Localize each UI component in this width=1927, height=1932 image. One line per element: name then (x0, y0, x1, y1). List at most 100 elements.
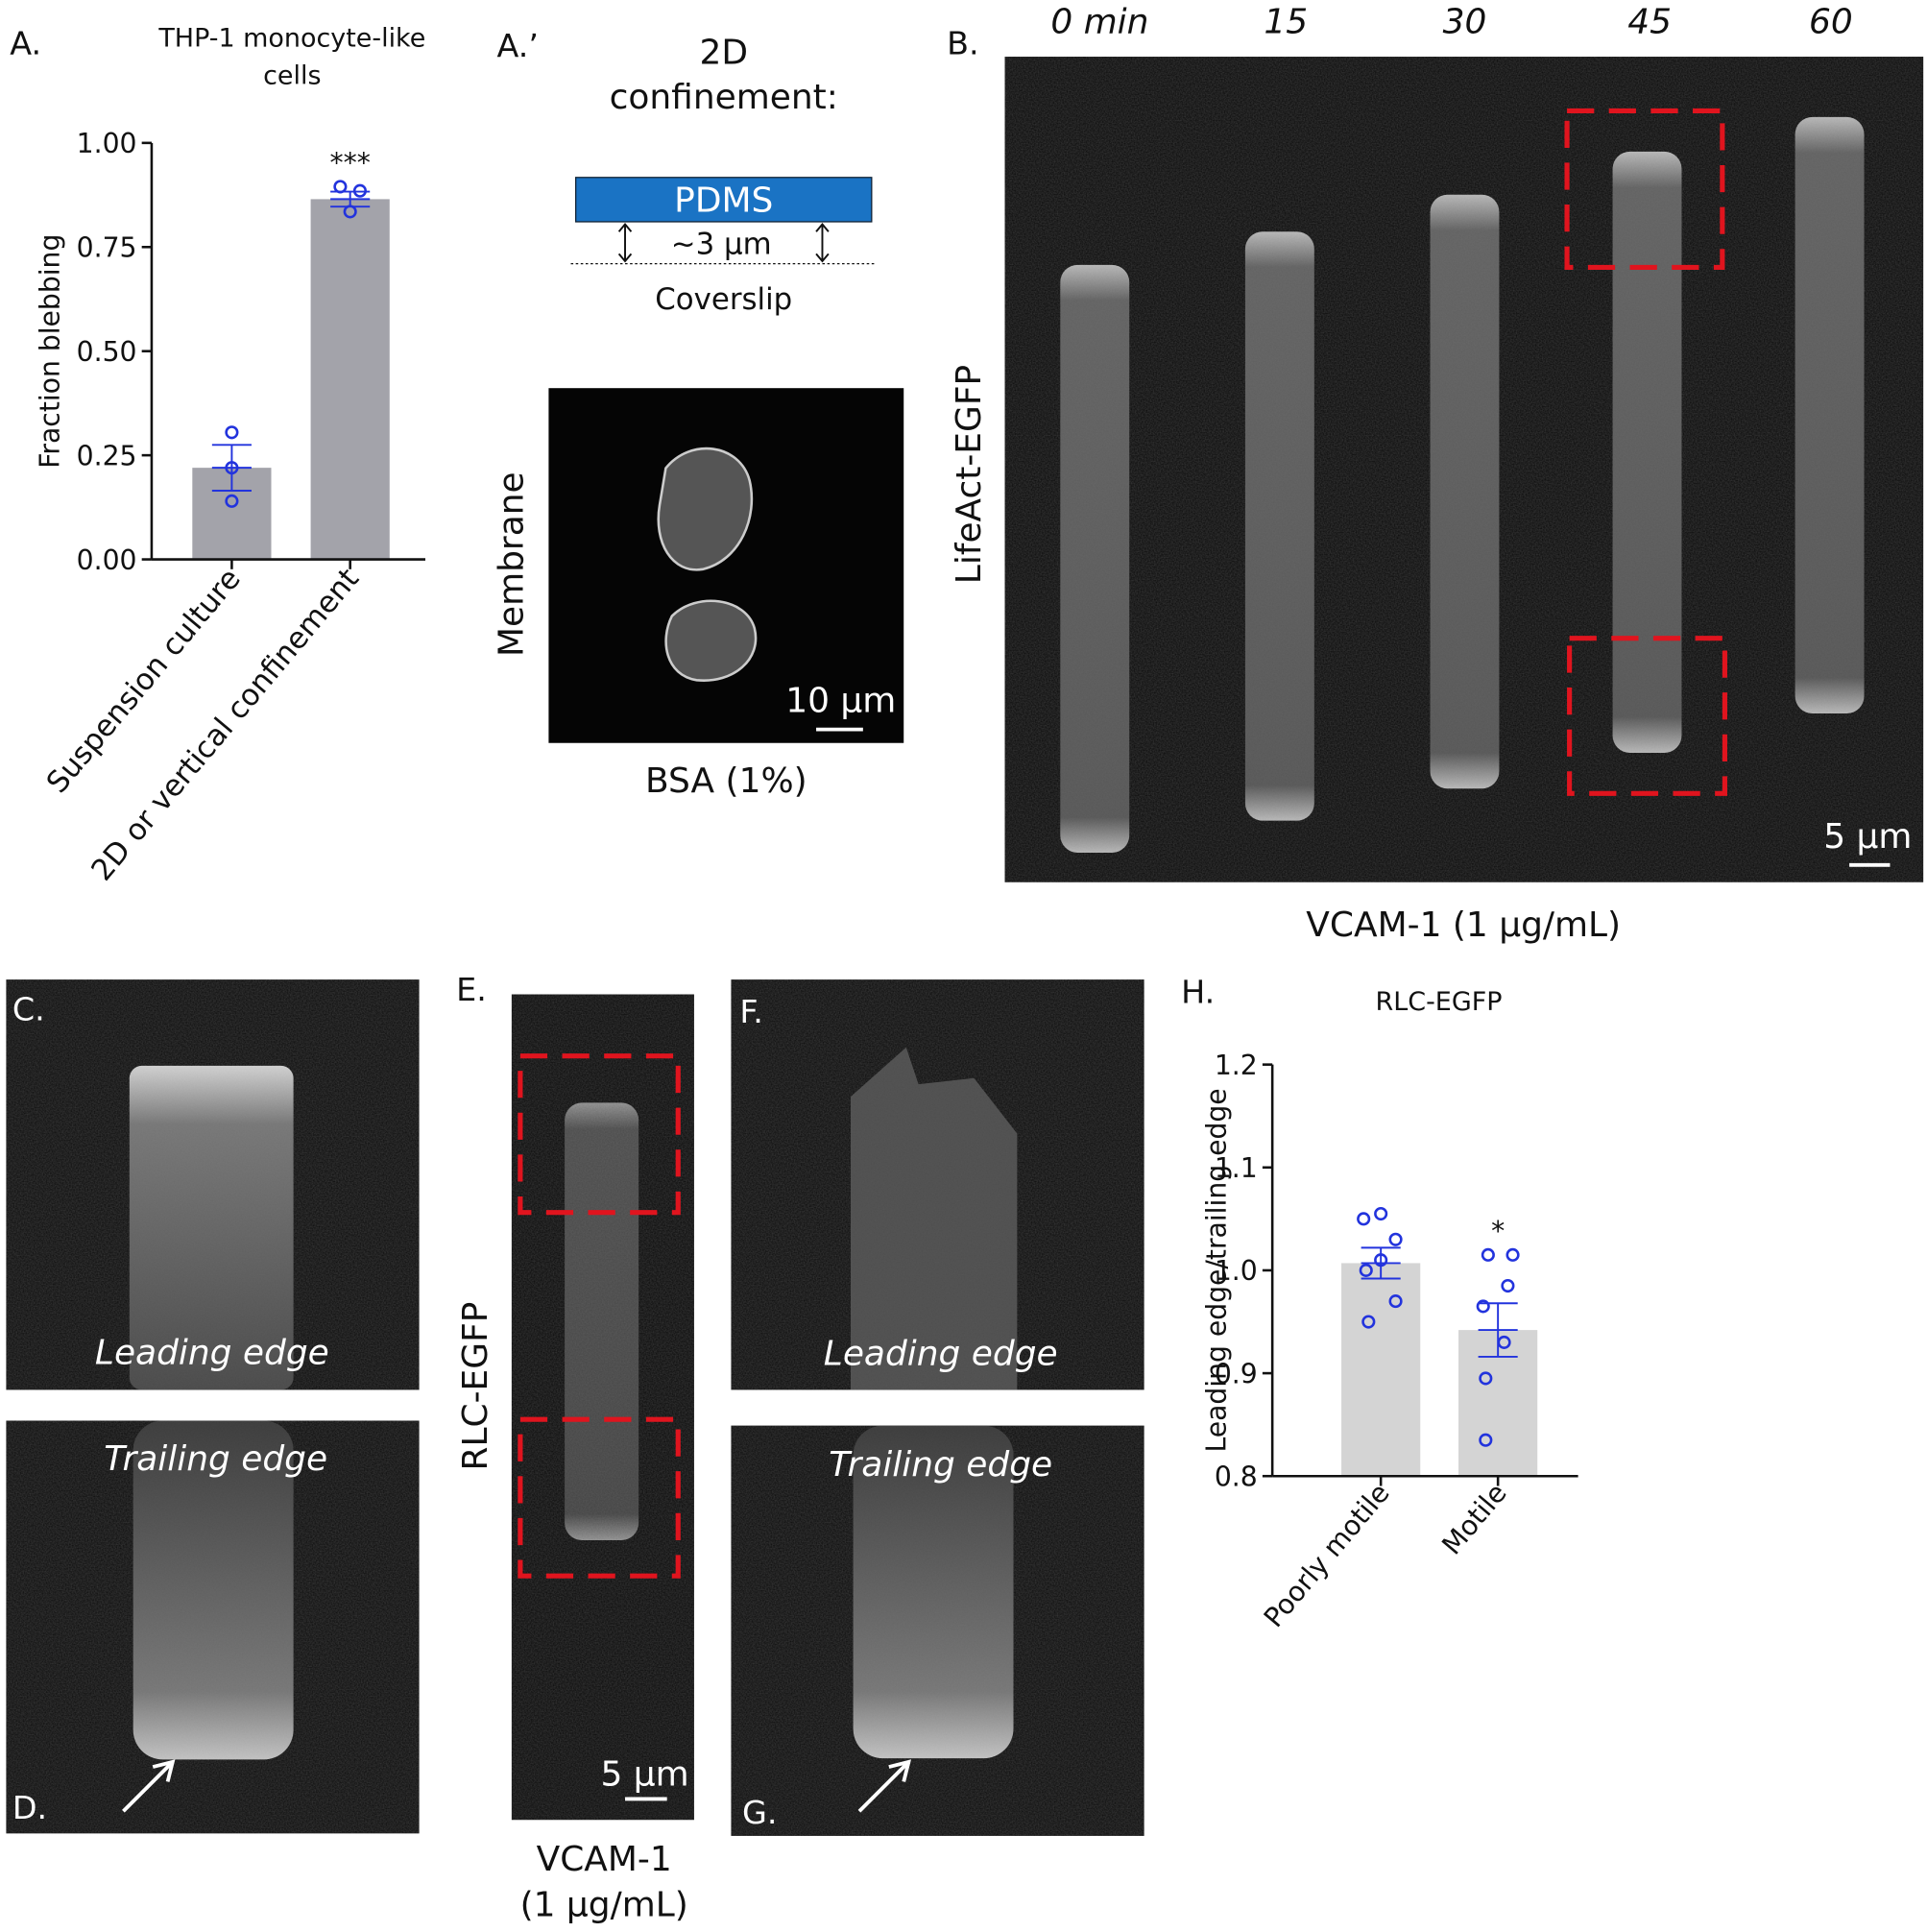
panel-label: A.’ (496, 27, 538, 64)
scale-label: 10 μm (785, 682, 896, 721)
roi-boxes (1564, 108, 1727, 796)
y-tick-label: 0.50 (77, 336, 137, 368)
significance: *** (330, 147, 371, 179)
gap-arrows (617, 223, 830, 263)
pdms-label: PDMS (674, 181, 773, 221)
y-tick-label: 0.9 (1215, 1358, 1258, 1389)
significance: * (1491, 1215, 1505, 1246)
x-tick-label: Motile (1435, 1477, 1512, 1560)
cell (851, 1047, 1018, 1390)
bar (310, 199, 390, 560)
condition-label: (1 μg/mL) (520, 1885, 688, 1924)
cells (1060, 116, 1865, 853)
error-bar (330, 190, 371, 208)
cell (129, 1065, 294, 1390)
time-label: 60 (1809, 3, 1853, 42)
y-axis-label: Leading edge/trailing edge (1200, 1088, 1232, 1452)
panel-label: H. (1181, 974, 1215, 1011)
caption: Trailing edge (104, 1439, 327, 1479)
time-label: 45 (1627, 3, 1672, 42)
cell (132, 1420, 294, 1760)
condition-label: VCAM-1 (537, 1840, 672, 1879)
data-point (1479, 1371, 1493, 1386)
panel-label: E. (456, 971, 487, 1008)
error-bar (1478, 1302, 1518, 1358)
panel-label: A. (10, 24, 41, 61)
y-tick-label: 0.00 (77, 544, 137, 576)
data-point (333, 180, 348, 194)
cell (1612, 151, 1682, 754)
diagram-title: confinement: (610, 78, 838, 117)
roi-boxes (518, 1053, 681, 1579)
pdms-layer (575, 177, 873, 223)
panel-label: F. (739, 993, 762, 1030)
data-point (1481, 1247, 1495, 1262)
cell (565, 1102, 639, 1540)
chart-title: cells (263, 60, 321, 90)
scale-label: 5 μm (1823, 817, 1912, 857)
data-point (1374, 1253, 1388, 1268)
y-tick-label: 1.2 (1215, 1050, 1258, 1081)
data-point (225, 494, 239, 508)
data-point (1374, 1206, 1388, 1221)
cell (657, 447, 754, 571)
panel-label: G. (742, 1794, 777, 1831)
time-label: 0 min (1050, 3, 1148, 42)
diagram-title: 2D (699, 34, 748, 73)
coverslip-label: Coverslip (655, 282, 792, 317)
data-point (1501, 1278, 1515, 1293)
data-point (225, 461, 239, 475)
error-bar (1361, 1246, 1401, 1280)
data-point (1497, 1335, 1511, 1349)
data-point (225, 425, 239, 440)
cell (853, 1425, 1014, 1759)
error-bar (211, 444, 252, 492)
y-tick-label: 0.8 (1215, 1461, 1258, 1493)
data-point (1357, 1212, 1371, 1226)
caption: Leading edge (824, 1335, 1058, 1374)
bar (1341, 1263, 1421, 1477)
data-point (1476, 1299, 1490, 1314)
cell (664, 599, 758, 682)
panel-label: D. (12, 1789, 47, 1826)
chart-title: RLC-EGFP (1376, 987, 1503, 1017)
y-tick-label: 1.1 (1215, 1152, 1258, 1184)
x-tick-label: Suspension culture (40, 562, 248, 800)
panel-label: B. (947, 24, 979, 61)
micrograph (548, 388, 904, 743)
cell (1795, 116, 1865, 713)
cell (1244, 231, 1314, 821)
data-point (1505, 1247, 1520, 1262)
y-tick-label: 0.75 (77, 232, 137, 264)
y-axis-label: Fraction blebbing (35, 234, 66, 469)
data-point (1388, 1294, 1403, 1309)
data-point (1479, 1433, 1493, 1447)
chart-title: THP-1 monocyte-like (157, 24, 425, 54)
arrow (857, 1759, 912, 1813)
data-point (1361, 1315, 1376, 1329)
time-label: 30 (1443, 3, 1487, 42)
channel-label: Membrane (492, 471, 531, 657)
y-tick-label: 1.00 (77, 128, 137, 159)
condition-label: VCAM-1 (1 μg/mL) (1306, 906, 1621, 945)
y-tick-label: 1.0 (1215, 1255, 1258, 1287)
cell (1430, 194, 1500, 789)
gap-label: ~3 μm (671, 227, 772, 261)
condition-label: BSA (1%) (645, 761, 807, 801)
caption: Leading edge (95, 1333, 329, 1372)
time-label: 15 (1264, 3, 1308, 42)
y-tick-label: 0.25 (77, 440, 137, 471)
channel-label: LifeAct-EGFP (950, 365, 989, 584)
cell (1060, 264, 1130, 853)
scale-label: 5 μm (600, 1754, 688, 1794)
data-point (343, 205, 357, 219)
channel-label: RLC-EGFP (456, 1302, 495, 1471)
caption: Trailing edge (829, 1445, 1052, 1485)
data-point (1359, 1263, 1373, 1277)
panel-label: C. (12, 990, 45, 1027)
data-point (1388, 1232, 1403, 1246)
arrow (122, 1759, 176, 1813)
data-point (352, 183, 368, 198)
